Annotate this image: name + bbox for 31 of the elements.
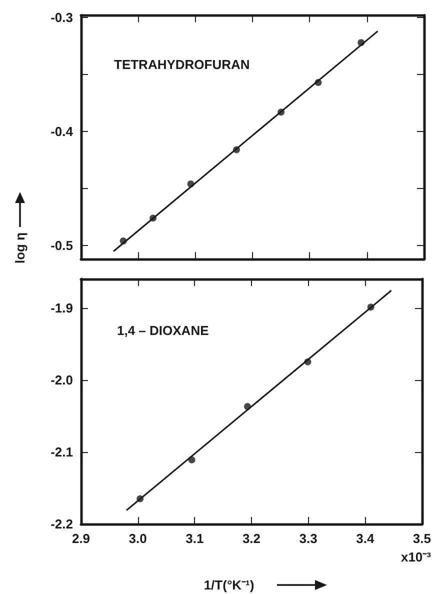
point bbox=[120, 237, 127, 244]
point bbox=[233, 146, 240, 154]
point bbox=[136, 495, 144, 502]
x-tick-label: 3.1 bbox=[186, 531, 204, 546]
point bbox=[358, 39, 365, 46]
point bbox=[244, 403, 252, 410]
y-tick-label: -0.5 bbox=[50, 238, 73, 253]
y-tick-label: -0.4 bbox=[50, 124, 74, 139]
x-tick-label: 3.3 bbox=[299, 531, 318, 546]
point bbox=[367, 304, 374, 311]
x-axis-title: 1/T(°K⁻¹) bbox=[204, 578, 254, 592]
x-tick-label: 3.4 bbox=[356, 531, 375, 546]
x-tick-label: 3.5 bbox=[412, 531, 432, 546]
point bbox=[314, 78, 322, 86]
y-tick-label: -2.1 bbox=[50, 444, 73, 460]
x-tick-label: 2.9 bbox=[72, 531, 90, 546]
point bbox=[150, 214, 157, 222]
y-tick-label: -2.2 bbox=[50, 516, 73, 532]
text: TETRAHYDROFURAN bbox=[114, 57, 250, 72]
point bbox=[188, 456, 196, 464]
y-axis-title: log η bbox=[12, 232, 28, 264]
y-tick-label: -1.9 bbox=[50, 300, 73, 316]
point bbox=[304, 358, 312, 366]
point bbox=[187, 180, 194, 188]
y-tick-label: -2.0 bbox=[50, 372, 73, 388]
x-tick-label: 3.0 bbox=[128, 531, 147, 546]
point bbox=[278, 108, 285, 116]
y-tick-label: -0.3 bbox=[50, 10, 73, 25]
x-tick-label: 3.2 bbox=[242, 531, 261, 546]
text: x10⁻³ bbox=[400, 550, 432, 564]
text: 1,4 – DIOXANE bbox=[117, 323, 210, 338]
